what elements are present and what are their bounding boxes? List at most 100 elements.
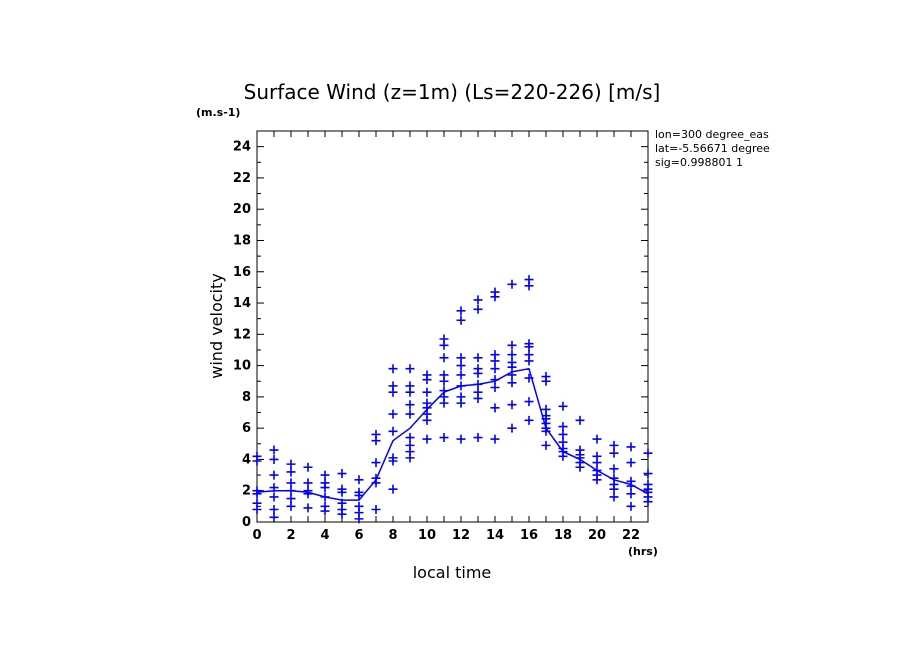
y-tick-label: 24 bbox=[233, 140, 251, 155]
sample-point bbox=[575, 415, 585, 425]
sample-point bbox=[286, 501, 296, 511]
sample-point bbox=[269, 454, 279, 464]
sample-point bbox=[473, 433, 483, 443]
x-tick-label: 20 bbox=[588, 528, 606, 543]
sample-point bbox=[473, 295, 483, 305]
sample-point bbox=[507, 350, 517, 360]
x-axis-label: local time bbox=[413, 563, 492, 582]
sample-point bbox=[626, 489, 636, 499]
sample-point bbox=[439, 340, 449, 350]
sample-point bbox=[643, 448, 653, 458]
sample-point bbox=[507, 362, 517, 372]
sample-points bbox=[252, 275, 653, 524]
sample-point bbox=[490, 434, 500, 444]
sample-point bbox=[490, 382, 500, 392]
x-tick-label: 6 bbox=[354, 528, 363, 543]
sample-point bbox=[388, 364, 398, 374]
sample-point bbox=[592, 475, 602, 485]
sample-point bbox=[507, 423, 517, 433]
y-tick-label: 18 bbox=[233, 233, 251, 248]
sample-point bbox=[269, 492, 279, 502]
sample-point bbox=[422, 375, 432, 385]
sample-point bbox=[405, 400, 415, 410]
x-tick-label: 10 bbox=[418, 528, 436, 543]
sample-point bbox=[473, 304, 483, 314]
sample-point bbox=[252, 504, 262, 514]
x-tick-label: 16 bbox=[520, 528, 538, 543]
y-tick-label: 14 bbox=[233, 296, 251, 311]
sample-point bbox=[541, 440, 551, 450]
sample-point bbox=[337, 487, 347, 497]
sample-point bbox=[303, 462, 313, 472]
x-tick-label: 18 bbox=[554, 528, 572, 543]
sample-point bbox=[490, 364, 500, 374]
sample-point bbox=[473, 368, 483, 378]
sample-point bbox=[609, 448, 619, 458]
plot-frame bbox=[256, 130, 649, 523]
y-tick-label: 16 bbox=[233, 265, 251, 280]
y-tick-label: 2 bbox=[242, 484, 251, 499]
sample-point bbox=[337, 509, 347, 519]
sample-point bbox=[371, 458, 381, 468]
sample-point bbox=[507, 400, 517, 410]
sample-point bbox=[643, 497, 653, 507]
sample-point bbox=[337, 469, 347, 479]
sample-point bbox=[388, 426, 398, 436]
sample-point bbox=[354, 514, 364, 524]
sample-point bbox=[286, 459, 296, 469]
sample-point bbox=[456, 361, 466, 371]
sample-point bbox=[626, 458, 636, 468]
sample-point bbox=[558, 429, 568, 439]
sample-point bbox=[439, 433, 449, 443]
sample-point bbox=[388, 409, 398, 419]
x-tick-label: 8 bbox=[388, 528, 397, 543]
sample-point bbox=[626, 442, 636, 452]
chart-title: Surface Wind (z=1m) (Ls=220-226) [m/s] bbox=[244, 80, 661, 104]
sample-point bbox=[303, 478, 313, 488]
y-tick-label: 20 bbox=[233, 202, 251, 217]
x-tick-label: 2 bbox=[286, 528, 295, 543]
y-unit-label: (m.s-1) bbox=[196, 106, 240, 119]
y-tick-label: 8 bbox=[242, 390, 251, 405]
sample-point bbox=[558, 401, 568, 411]
sample-point bbox=[524, 281, 534, 291]
sample-point bbox=[592, 458, 602, 468]
sample-point bbox=[422, 387, 432, 397]
x-unit-label: (hrs) bbox=[628, 545, 658, 558]
sample-point bbox=[490, 292, 500, 302]
sample-point bbox=[252, 456, 262, 466]
y-tick-label: 6 bbox=[242, 421, 251, 436]
mean-series-line bbox=[256, 367, 649, 501]
sample-point bbox=[439, 398, 449, 408]
sample-point bbox=[439, 353, 449, 363]
sample-point bbox=[490, 403, 500, 413]
y-tick-label: 4 bbox=[242, 452, 251, 467]
sample-point bbox=[456, 398, 466, 408]
sample-point bbox=[456, 434, 466, 444]
x-tick-label: 4 bbox=[320, 528, 329, 543]
x-tick-label: 0 bbox=[252, 528, 261, 543]
sample-point bbox=[473, 353, 483, 363]
sample-point bbox=[541, 376, 551, 386]
sample-point bbox=[643, 469, 653, 479]
sample-point bbox=[439, 376, 449, 386]
sample-point bbox=[422, 434, 432, 444]
y-tick-label: 0 bbox=[242, 515, 251, 530]
y-tick-label: 12 bbox=[233, 327, 251, 342]
sample-point bbox=[320, 470, 330, 480]
sample-point bbox=[609, 492, 619, 502]
sample-point bbox=[371, 436, 381, 446]
x-tick-label: 22 bbox=[622, 528, 640, 543]
x-tick-label: 12 bbox=[452, 528, 470, 543]
sample-point bbox=[456, 315, 466, 325]
sample-point bbox=[320, 506, 330, 516]
annotation-line: lat=-5.56671 degree bbox=[655, 142, 770, 155]
sample-point bbox=[286, 478, 296, 488]
sample-point bbox=[507, 340, 517, 350]
sample-point bbox=[371, 504, 381, 514]
sample-point bbox=[405, 364, 415, 374]
sample-point bbox=[575, 462, 585, 472]
sample-point bbox=[592, 434, 602, 444]
